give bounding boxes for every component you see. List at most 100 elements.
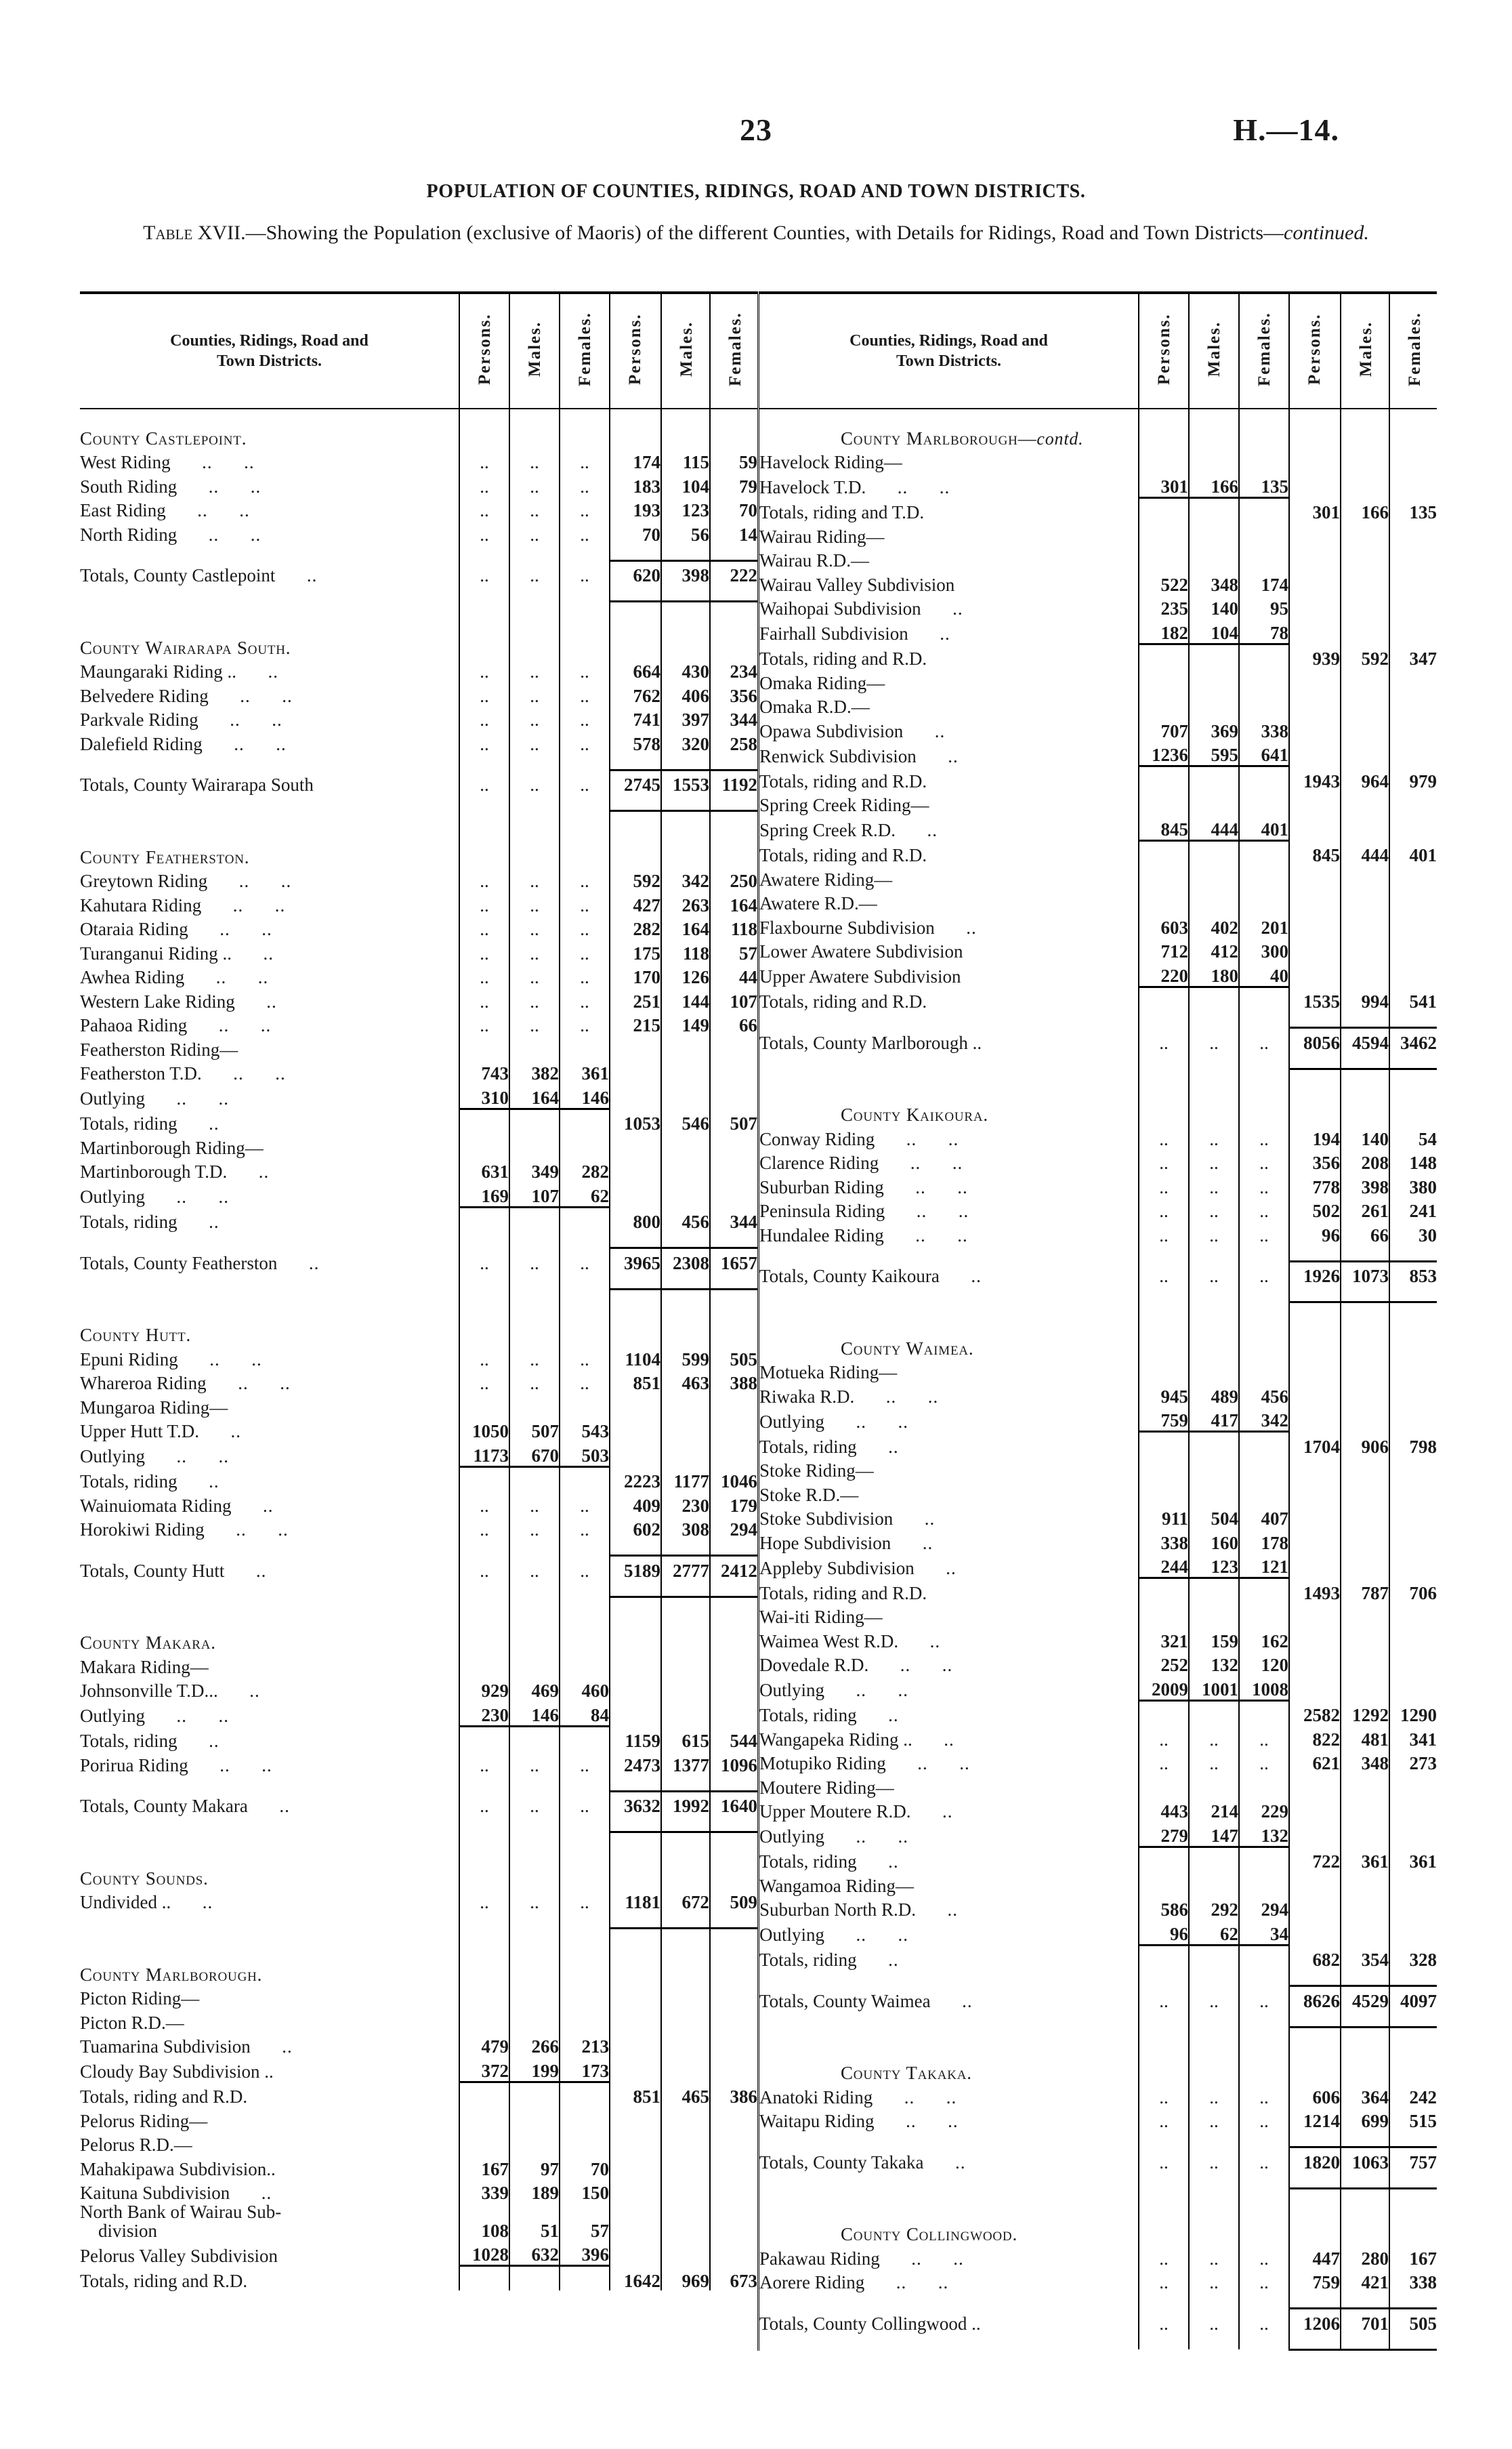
dot-leader: .. xyxy=(145,1187,188,1208)
row-label: Suburban Riding .. .. xyxy=(759,1173,1139,1197)
cell-total-persons: 1642 xyxy=(609,2265,661,2291)
dot-leader: .. xyxy=(856,1950,899,1971)
cell-empty xyxy=(709,2057,757,2082)
subdivision-row: Outlying .. .. 759 417 342 xyxy=(759,1406,1437,1432)
cell-empty xyxy=(559,1232,610,1248)
cell-sub-females: 178 xyxy=(1238,1529,1289,1553)
cell-total-males: 615 xyxy=(660,1726,710,1751)
row-label-text: Havelock T.D. xyxy=(759,477,866,498)
cell-empty xyxy=(709,1393,757,1418)
row-spacer xyxy=(80,1289,459,1321)
row-label: Conway Riding .. .. xyxy=(759,1125,1139,1149)
row-label-text: Opawa Subdivision xyxy=(759,720,904,741)
cell-total-persons: 3965 xyxy=(609,1248,661,1273)
row-label-text: Wainuiomata Riding xyxy=(80,1495,232,1516)
cell-empty xyxy=(609,1441,661,1466)
cell-total-males: 969 xyxy=(660,2265,710,2291)
group-heading: Wai-iti Riding— xyxy=(759,1607,883,1628)
dot-leader: .. xyxy=(219,476,261,497)
cell-empty xyxy=(660,2032,710,2057)
cell-empty xyxy=(1340,1603,1389,1627)
cell-rule xyxy=(609,1775,661,1792)
row-label-text: Totals, riding xyxy=(80,1212,177,1233)
dot-leader: .. xyxy=(885,1753,928,1774)
cell-empty xyxy=(1389,546,1437,571)
cell-sub-females: 338 xyxy=(1238,717,1289,741)
cell-rule xyxy=(1238,839,1289,865)
cell-sub-empty: .. xyxy=(509,915,560,939)
cell-empty xyxy=(1340,472,1389,497)
cell-empty xyxy=(1389,1895,1437,1920)
col-header-name-line2: Town Districts. xyxy=(896,352,1002,370)
cell-rule xyxy=(1188,1577,1239,1603)
county-heading: County Sounds. xyxy=(80,1868,209,1889)
cell-sub-males: 214 xyxy=(1188,1797,1239,1822)
cell-rule xyxy=(1340,2172,1389,2189)
subdivision-row: Havelock T.D. .. .. 301 166 135 xyxy=(759,472,1437,497)
row-label-text: Totals, County Castlepoint xyxy=(80,565,276,586)
subdivision-row: North Bank of Wairau Sub- division 108 51 5… xyxy=(80,2202,757,2241)
group-heading: Moutere Riding— xyxy=(759,1777,894,1798)
dot-leader: .. xyxy=(240,709,282,730)
cell-empty xyxy=(1238,2011,1289,2027)
cell-empty xyxy=(1288,1797,1341,1822)
cell-empty xyxy=(1340,1504,1389,1529)
cell-sub-females: 503 xyxy=(559,1441,610,1466)
cell-empty xyxy=(1238,1970,1289,1986)
dot-leader: .. xyxy=(249,871,292,892)
group-heading: Omaka R.D.— xyxy=(759,697,870,718)
dot-leader: .. xyxy=(925,1224,968,1246)
dot-leader: .. xyxy=(177,1731,219,1752)
total-rule-below xyxy=(759,1052,1437,1070)
dot-leader: .. xyxy=(230,919,272,940)
cell-empty xyxy=(1238,448,1289,472)
row-label-text: Totals, riding xyxy=(759,1436,857,1457)
col-header-name-line1: Counties, Ridings, Road and xyxy=(170,332,369,350)
dot-leader: .. xyxy=(250,685,293,706)
riding-row: Clarence Riding .. ........ 356 208 148 xyxy=(759,1149,1437,1173)
cell-rule xyxy=(660,754,710,771)
cell-sub-empty: .. xyxy=(1238,1027,1289,1053)
cell-total-persons: 1181 xyxy=(609,1888,661,1912)
cell-empty xyxy=(559,1035,610,1060)
cell-empty xyxy=(1238,693,1289,717)
cell-sub-persons: 96 xyxy=(1138,1920,1189,1945)
cell-sub-persons: 372 xyxy=(459,2057,509,2082)
cell-total-males: 320 xyxy=(660,730,710,754)
row-label-text: Outlying xyxy=(80,1446,146,1467)
row-label-text: Suburban North R.D. xyxy=(759,1899,916,1920)
row-label: Pakawau Riding .. .. xyxy=(759,2244,1139,2269)
cell-sub-empty: .. xyxy=(559,891,610,915)
cell-sub-persons: 707 xyxy=(1138,717,1189,741)
cell-rule xyxy=(459,2264,509,2291)
riding-total-row: Totals, riding and R.D. 939 592 347 xyxy=(759,642,1437,669)
row-spacer xyxy=(759,1302,1139,1335)
row-label: Anatoki Riding .. .. xyxy=(759,2083,1139,2107)
cell-empty xyxy=(660,2107,710,2131)
row-label-text: Horokiwi Riding xyxy=(80,1519,205,1540)
county-heading: County Kaikoura. xyxy=(841,1105,988,1126)
cell-rule xyxy=(1288,2333,1341,2351)
dot-leader: .. xyxy=(908,477,950,498)
row-spacer-cell xyxy=(1238,2188,1289,2221)
row-label: Dovedale R.D. .. .. xyxy=(759,1651,1139,1676)
cell-empty xyxy=(660,409,710,424)
cell-total-females: 179 xyxy=(709,1491,757,1516)
row-label: Pahaoa Riding .. .. xyxy=(80,1012,459,1036)
row-spacer xyxy=(80,1929,459,1961)
spacer-row xyxy=(759,1302,1437,1335)
dot-leader: .. xyxy=(217,1681,260,1702)
cell-empty xyxy=(459,1653,509,1677)
county-total-row: Totals, County Wairarapa South...... 2745… xyxy=(80,770,757,795)
cell-empty xyxy=(609,1701,661,1726)
cell-rule xyxy=(709,1540,757,1557)
cell-sub-males: 444 xyxy=(1188,815,1239,840)
dot-leader: .. xyxy=(873,2086,915,2107)
cell-empty xyxy=(509,1960,560,1985)
subdivision-row: Mahakipawa Subdivision.. 167 97 70 xyxy=(80,2155,757,2179)
dot-leader: .. xyxy=(171,1892,213,1913)
cell-empty xyxy=(1138,2011,1189,2027)
cell-total-persons: 800 xyxy=(609,1207,661,1232)
cell-total-females: 273 xyxy=(1389,1749,1437,1773)
riding-total-row: Totals, riding .. 800 456 344 xyxy=(80,1206,757,1233)
